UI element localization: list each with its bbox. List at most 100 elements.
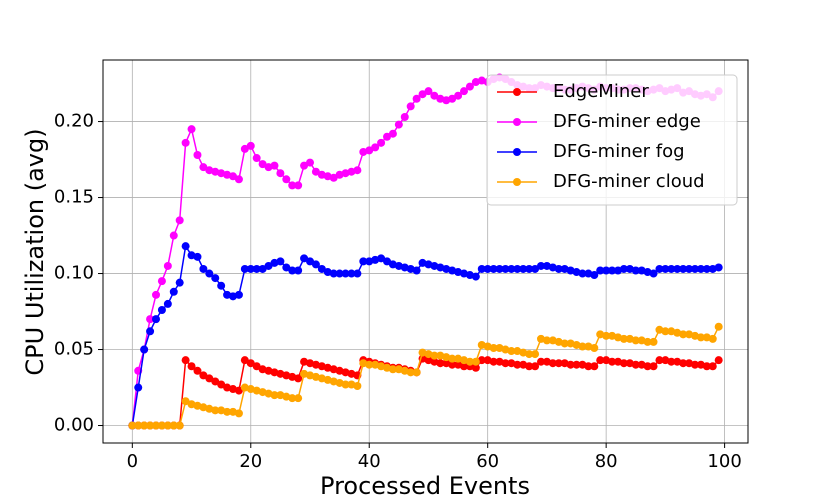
point <box>157 277 166 286</box>
point <box>507 347 516 356</box>
point <box>430 351 439 360</box>
point <box>590 344 599 353</box>
point <box>702 264 711 273</box>
x-tick-label: 40 <box>358 451 381 472</box>
point <box>525 362 534 371</box>
point <box>306 158 315 167</box>
point <box>448 94 457 103</box>
point <box>187 125 196 134</box>
point <box>365 360 374 369</box>
point <box>471 357 480 366</box>
point <box>229 172 238 181</box>
point <box>258 160 267 169</box>
point <box>234 386 243 395</box>
point <box>341 380 350 389</box>
legend-marker <box>513 88 521 96</box>
point <box>489 264 498 273</box>
point <box>205 269 214 278</box>
point <box>525 350 534 359</box>
series <box>128 322 723 430</box>
point <box>288 266 297 275</box>
point <box>696 264 705 273</box>
point <box>412 94 421 103</box>
point <box>525 264 534 273</box>
point <box>157 421 166 430</box>
point <box>702 362 711 371</box>
point <box>199 264 208 273</box>
x-tick-label: 60 <box>476 451 499 472</box>
y-tick-label: 0.15 <box>54 187 94 208</box>
point <box>471 272 480 281</box>
plot-frame <box>102 59 749 444</box>
point <box>335 269 344 278</box>
point <box>489 357 498 366</box>
point <box>288 394 297 403</box>
point <box>643 337 652 346</box>
point <box>661 327 670 336</box>
point <box>388 129 397 138</box>
point <box>406 102 415 111</box>
point <box>234 409 243 418</box>
point <box>572 360 581 369</box>
point <box>294 266 303 275</box>
point <box>258 264 267 273</box>
point <box>501 359 510 368</box>
point <box>246 264 255 273</box>
point <box>217 281 226 290</box>
point <box>193 366 202 375</box>
point <box>631 336 640 345</box>
x-tick-label: 0 <box>127 451 138 472</box>
point <box>311 260 320 269</box>
legend-label: DFG-miner cloud <box>553 171 705 192</box>
point <box>181 138 190 147</box>
point <box>673 264 682 273</box>
point <box>388 365 397 374</box>
point <box>513 264 522 273</box>
point <box>311 167 320 176</box>
point <box>169 421 178 430</box>
line <box>132 357 720 427</box>
point <box>276 257 285 266</box>
point <box>300 161 309 170</box>
point <box>152 315 161 324</box>
point <box>542 336 551 345</box>
point <box>554 264 563 273</box>
point <box>602 266 611 275</box>
point <box>199 163 208 172</box>
point <box>649 337 658 346</box>
point <box>134 421 143 430</box>
point <box>619 334 628 343</box>
point <box>578 342 587 351</box>
point <box>679 359 688 368</box>
point <box>383 257 392 266</box>
point <box>714 356 723 365</box>
point <box>276 169 285 178</box>
point <box>365 146 374 155</box>
point <box>714 322 723 331</box>
point <box>661 264 670 273</box>
point <box>294 374 303 383</box>
point <box>566 360 575 369</box>
series <box>128 354 723 430</box>
point <box>406 368 415 377</box>
point <box>383 132 392 141</box>
point <box>619 359 628 368</box>
point <box>536 357 545 366</box>
point <box>252 362 261 371</box>
point <box>377 138 386 147</box>
point <box>667 357 676 366</box>
point <box>643 362 652 371</box>
point <box>193 252 202 261</box>
point <box>418 90 427 99</box>
series <box>128 242 723 430</box>
point <box>649 362 658 371</box>
point <box>448 354 457 363</box>
point <box>590 362 599 371</box>
y-axis-label: CPU Utilization (avg) <box>21 128 49 375</box>
point <box>619 264 628 273</box>
point <box>140 345 149 354</box>
point <box>477 264 486 273</box>
y-tick-label: 0.05 <box>54 339 94 360</box>
point <box>294 181 303 190</box>
